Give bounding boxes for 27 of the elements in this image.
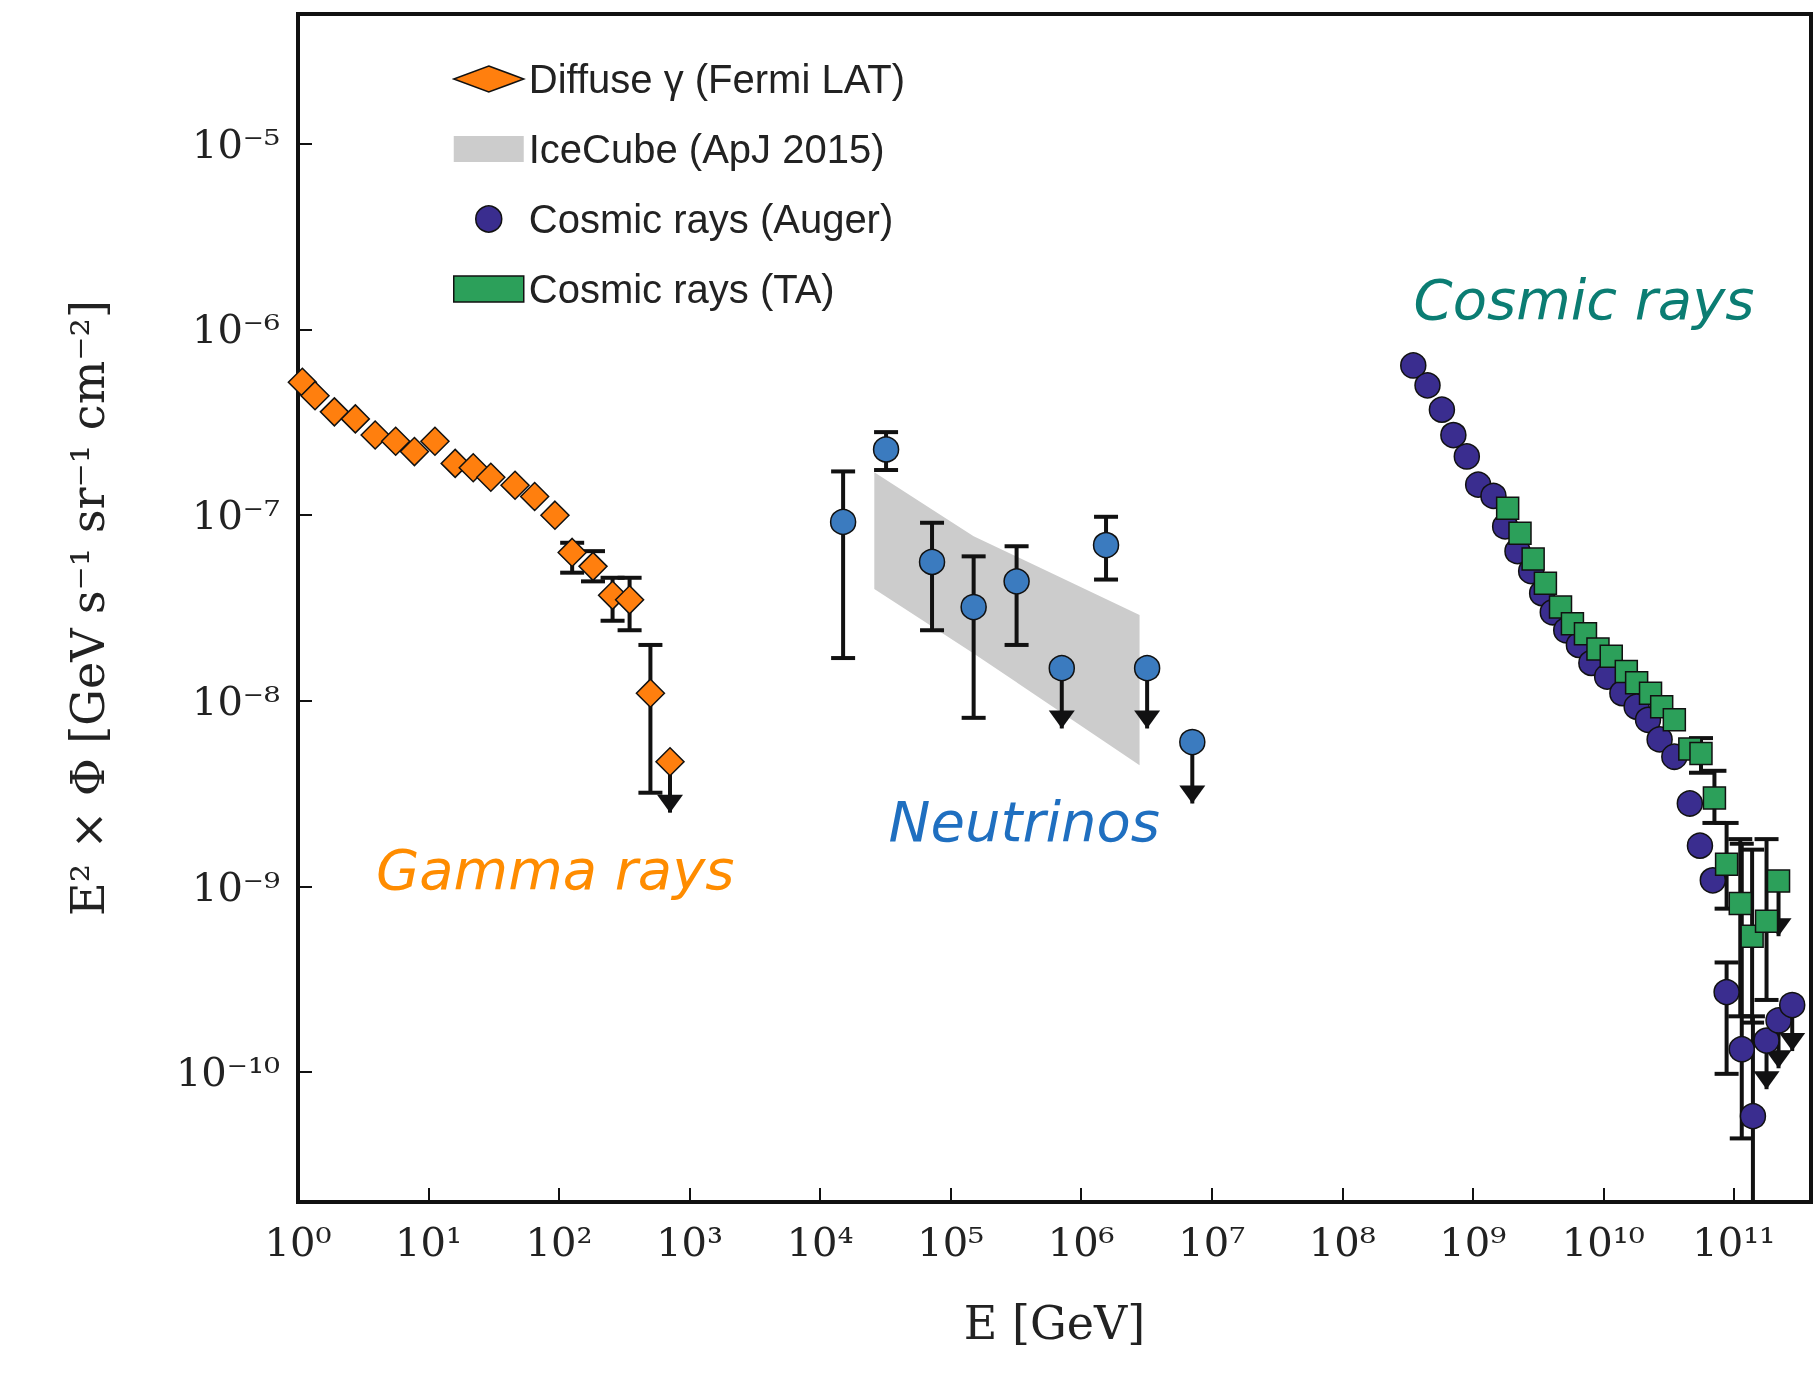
x-tick-label: 10⁶	[1047, 1219, 1115, 1265]
legend-label: IceCube (ApJ 2015)	[528, 127, 885, 171]
x-tick-label: 10⁴	[786, 1219, 854, 1265]
x-tick-label: 10³	[656, 1219, 724, 1265]
y-tick-label: 10⁻¹⁰	[175, 1049, 280, 1096]
legend-label: Cosmic rays (TA)	[528, 267, 835, 311]
legend-label: Cosmic rays (Auger)	[528, 197, 894, 241]
x-tick-label: 10⁸	[1308, 1219, 1376, 1265]
x-tick-label: 10¹⁰	[1561, 1219, 1645, 1265]
annotation: Cosmic rays	[1413, 266, 1755, 332]
y-axis-title: E² × Φ [GeV s⁻¹ sr⁻¹ cm⁻²]	[60, 300, 115, 916]
x-tick-label: 10⁵	[917, 1219, 985, 1265]
y-tick-label: 10⁻⁶	[191, 306, 280, 353]
y-tick-label: 10⁻⁷	[191, 492, 280, 539]
x-tick-label: 10⁹	[1439, 1219, 1507, 1265]
x-axis-title: E [GeV]	[963, 1295, 1146, 1350]
annotation: Neutrinos	[888, 789, 1160, 855]
x-tick-label: 10¹¹	[1692, 1219, 1776, 1265]
x-tick-label: 10⁰	[264, 1219, 332, 1265]
y-tick-label: 10⁻⁹	[191, 863, 280, 910]
legend-label: Diffuse γ (Fermi LAT)	[528, 57, 906, 101]
x-tick-label: 10⁷	[1178, 1219, 1246, 1265]
x-tick-label: 10¹	[395, 1219, 462, 1265]
y-tick-label: 10⁻⁵	[191, 120, 280, 167]
y-tick-label: 10⁻⁸	[191, 677, 280, 724]
x-tick-label: 10²	[525, 1219, 593, 1265]
annotation: Gamma rays	[375, 836, 735, 902]
